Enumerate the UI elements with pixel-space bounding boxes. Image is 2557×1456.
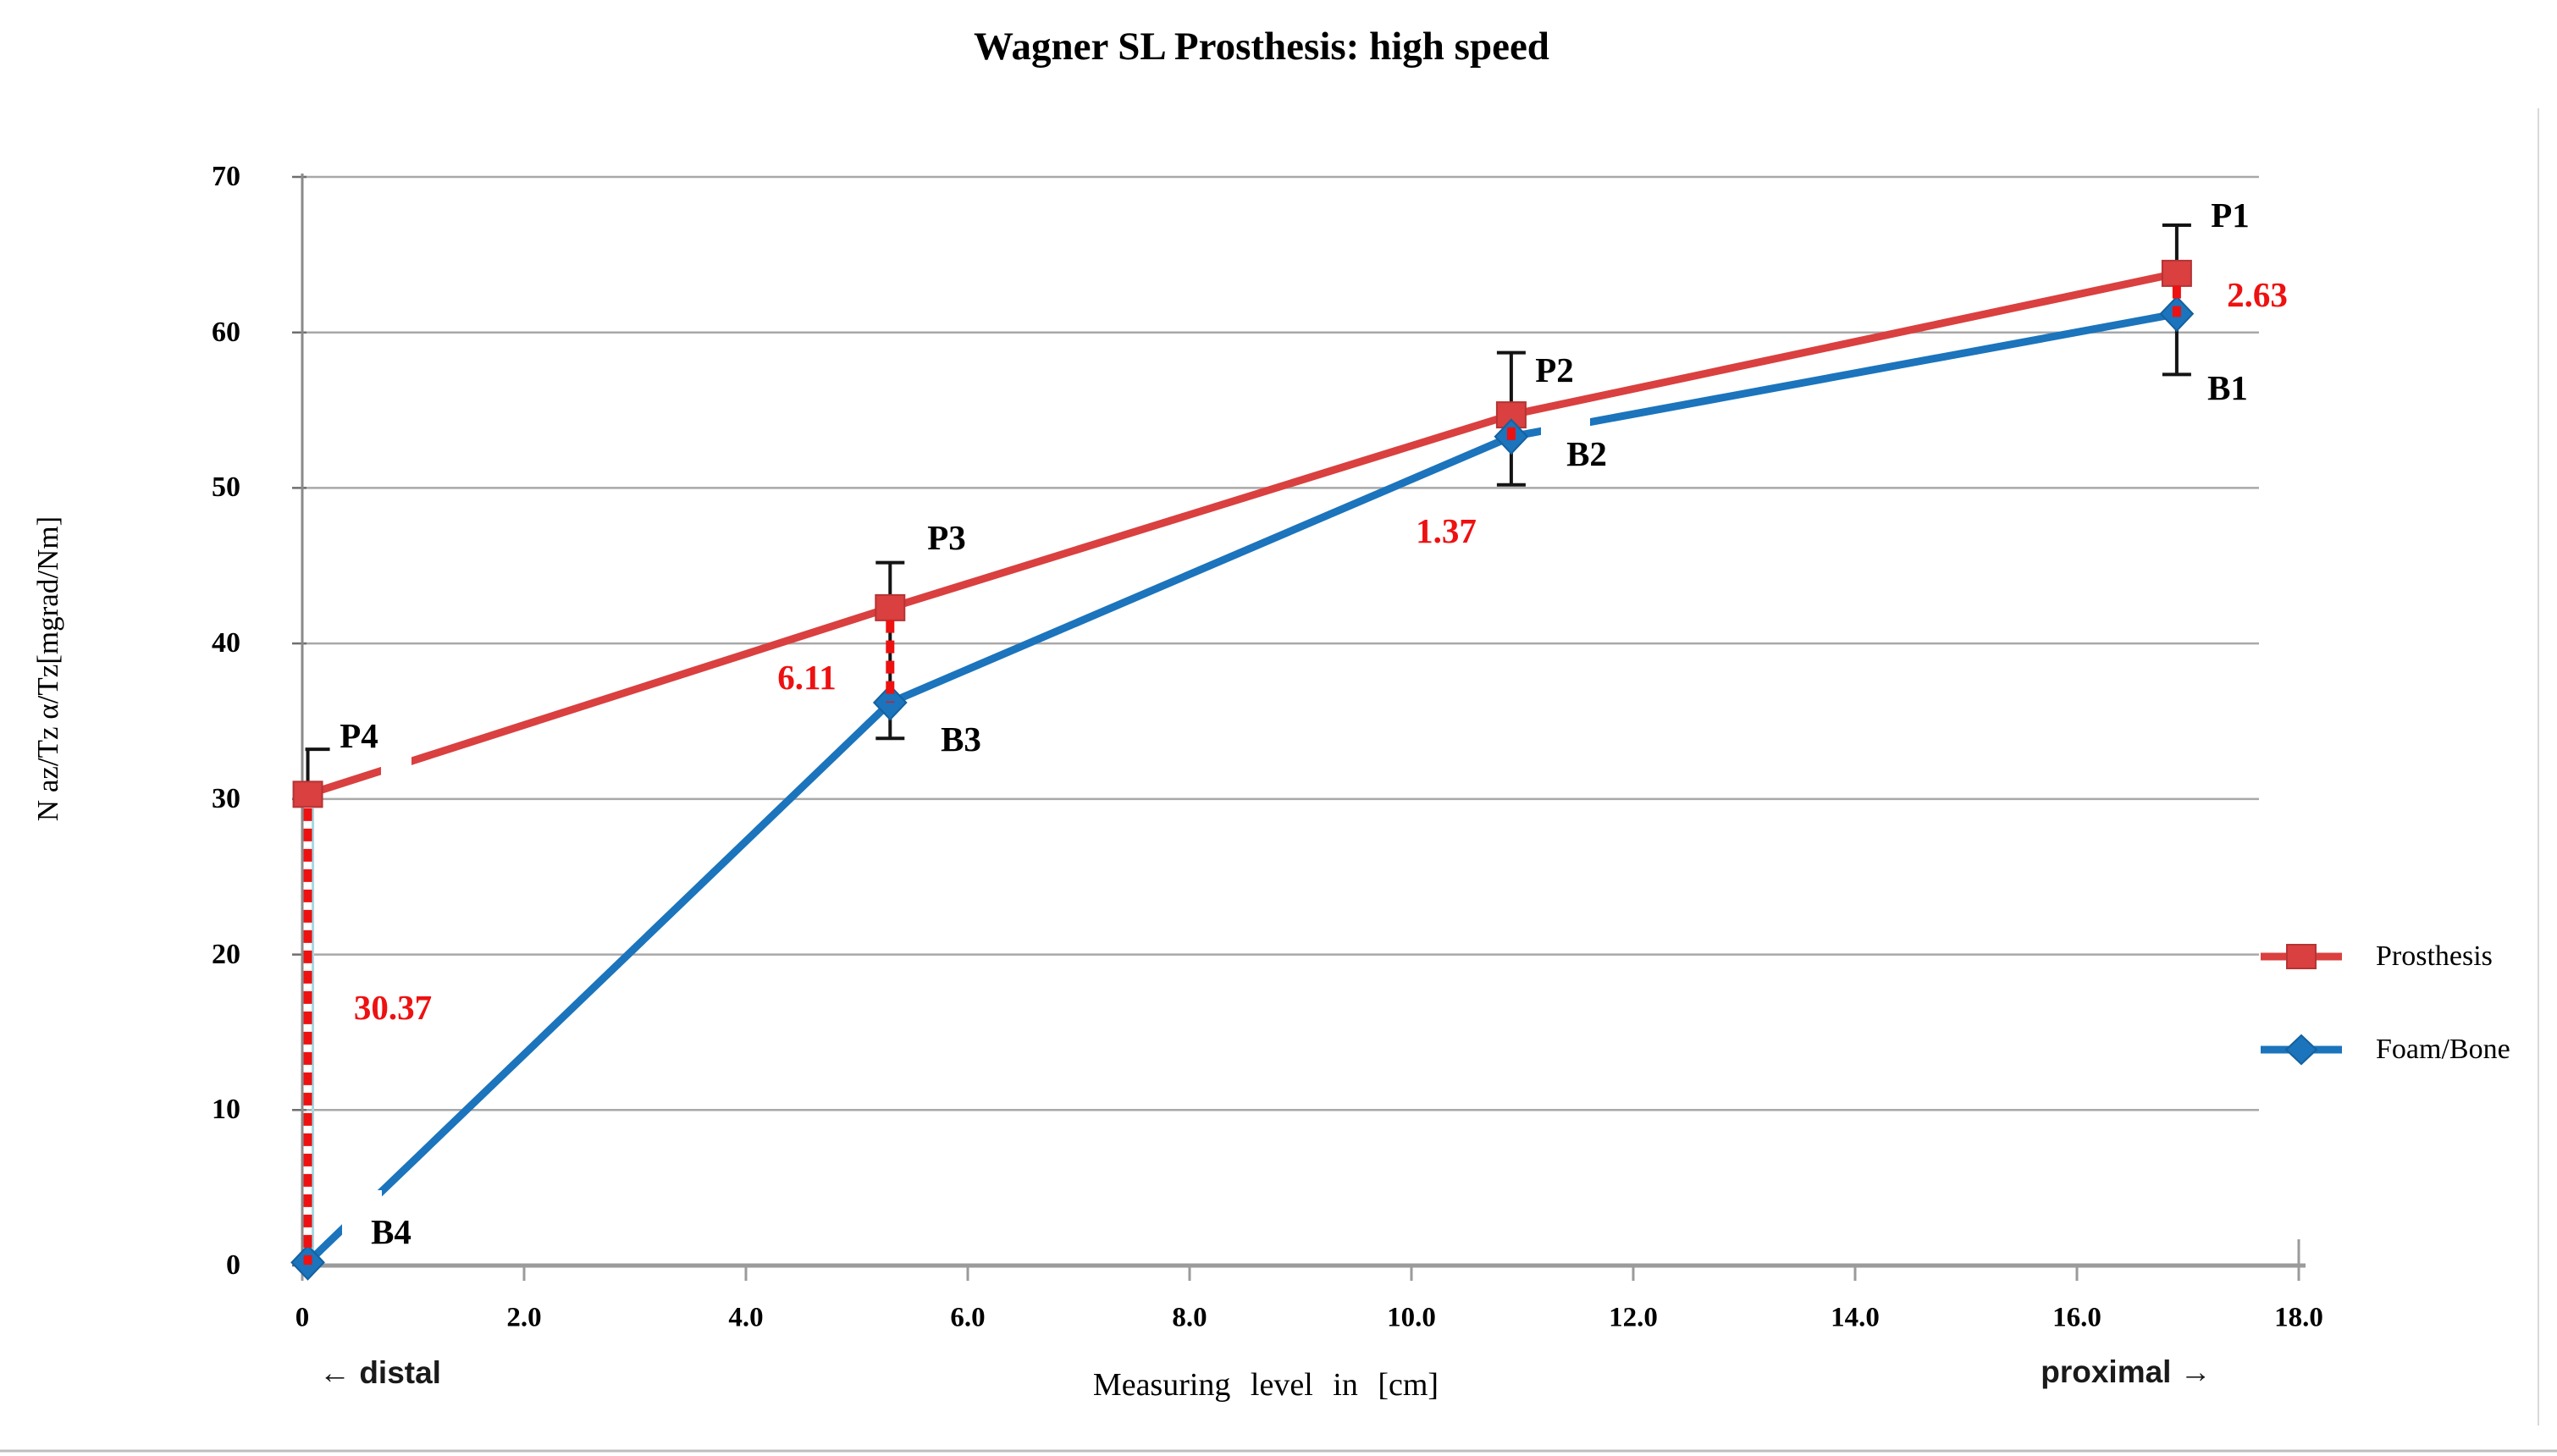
marker-square-P4 — [292, 780, 323, 808]
point-label-B2: B2 — [1560, 433, 1614, 475]
legend-label: Prosthesis — [2376, 940, 2493, 972]
marker-square-P1 — [2161, 259, 2192, 287]
legend-item-foam-bone: Foam/Bone — [2259, 1029, 2510, 1070]
x-tick-label: 14.0 — [1831, 1302, 1880, 1333]
x-tick-label: 2.0 — [506, 1302, 542, 1333]
x-tick-label: 6.0 — [950, 1302, 986, 1333]
x-tick-label: 10.0 — [1387, 1302, 1436, 1333]
legend-item-prosthesis: Prosthesis — [2259, 936, 2493, 977]
x-tick-label: 4.0 — [728, 1302, 764, 1333]
point-label-P2: P2 — [1528, 349, 1581, 391]
series-line-foam-bone — [304, 310, 2181, 1266]
x-axis-title: Measuring level in [cm] — [1092, 1367, 1439, 1403]
point-label-P1: P1 — [2204, 194, 2256, 236]
x-tick-label: 18.0 — [2274, 1302, 2323, 1333]
difference-label: 1.37 — [1411, 510, 1482, 552]
y-axis-title: N az/Tz α/Tz[mgrad/Nm] — [31, 516, 64, 822]
difference-label: 2.63 — [2222, 273, 2293, 316]
difference-label: 30.37 — [348, 986, 438, 1029]
chart-title: Wagner SL Prosthesis: high speed — [974, 25, 1549, 69]
point-label-B1: B1 — [2201, 367, 2255, 409]
x-tick-label: 8.0 — [1172, 1302, 1207, 1333]
prosthesis-line-square-icon — [2261, 944, 2342, 969]
series-line-prosthesis — [304, 269, 2181, 798]
y-tick-label: 40 — [212, 627, 240, 659]
x-tick-label: 16.0 — [2052, 1302, 2101, 1333]
x-tick-label: 0 — [295, 1302, 310, 1333]
point-label-P4: P4 — [333, 714, 385, 757]
label-gap-patch — [381, 754, 411, 783]
y-tick-label: 30 — [212, 782, 240, 814]
y-tick-label: 50 — [212, 472, 240, 504]
y-tick-label: 20 — [212, 938, 240, 970]
x-axis-direction-distal: ← distal — [319, 1355, 441, 1390]
y-tick-label: 70 — [212, 161, 240, 192]
y-tick-label: 10 — [212, 1094, 240, 1126]
x-tick-label: 12.0 — [1609, 1302, 1658, 1333]
point-label-B3: B3 — [934, 718, 988, 760]
foam-bone-line-diamond-icon — [2261, 1034, 2342, 1066]
marker-square-P3 — [875, 593, 906, 621]
difference-label: 6.11 — [772, 656, 842, 698]
point-label-P3: P3 — [920, 516, 973, 559]
point-label-B4: B4 — [364, 1211, 418, 1253]
legend-label: Foam/Bone — [2376, 1034, 2510, 1065]
y-tick-label: 0 — [226, 1249, 240, 1281]
x-axis-direction-proximal: proximal → — [2041, 1354, 2212, 1389]
y-tick-label: 60 — [212, 316, 240, 348]
